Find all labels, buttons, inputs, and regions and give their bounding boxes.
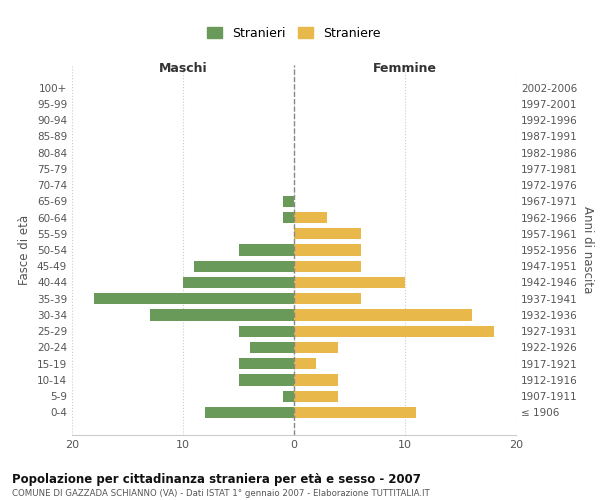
Bar xyxy=(150,310,294,320)
Bar xyxy=(239,358,294,370)
Text: Maschi: Maschi xyxy=(158,62,208,74)
Y-axis label: Anni di nascita: Anni di nascita xyxy=(581,206,594,294)
Bar xyxy=(250,342,294,353)
Bar xyxy=(205,407,294,418)
Bar xyxy=(294,310,472,320)
Bar xyxy=(294,342,338,353)
Y-axis label: Fasce di età: Fasce di età xyxy=(19,215,31,285)
Bar xyxy=(239,326,294,337)
Bar xyxy=(294,260,361,272)
Bar xyxy=(294,228,361,239)
Bar xyxy=(283,212,294,223)
Bar xyxy=(183,277,294,288)
Bar xyxy=(294,293,361,304)
Bar xyxy=(283,196,294,207)
Legend: Stranieri, Straniere: Stranieri, Straniere xyxy=(203,23,385,44)
Bar xyxy=(294,407,416,418)
Bar xyxy=(294,390,338,402)
Text: Popolazione per cittadinanza straniera per età e sesso - 2007: Popolazione per cittadinanza straniera p… xyxy=(12,472,421,486)
Bar xyxy=(239,374,294,386)
Bar xyxy=(294,244,361,256)
Bar xyxy=(294,212,328,223)
Bar xyxy=(294,326,494,337)
Text: Femmine: Femmine xyxy=(373,62,437,74)
Bar xyxy=(294,374,338,386)
Text: COMUNE DI GAZZADA SCHIANNO (VA) - Dati ISTAT 1° gennaio 2007 - Elaborazione TUTT: COMUNE DI GAZZADA SCHIANNO (VA) - Dati I… xyxy=(12,489,430,498)
Bar xyxy=(94,293,294,304)
Bar xyxy=(294,277,405,288)
Bar xyxy=(239,244,294,256)
Bar xyxy=(194,260,294,272)
Bar xyxy=(283,390,294,402)
Bar xyxy=(294,358,316,370)
